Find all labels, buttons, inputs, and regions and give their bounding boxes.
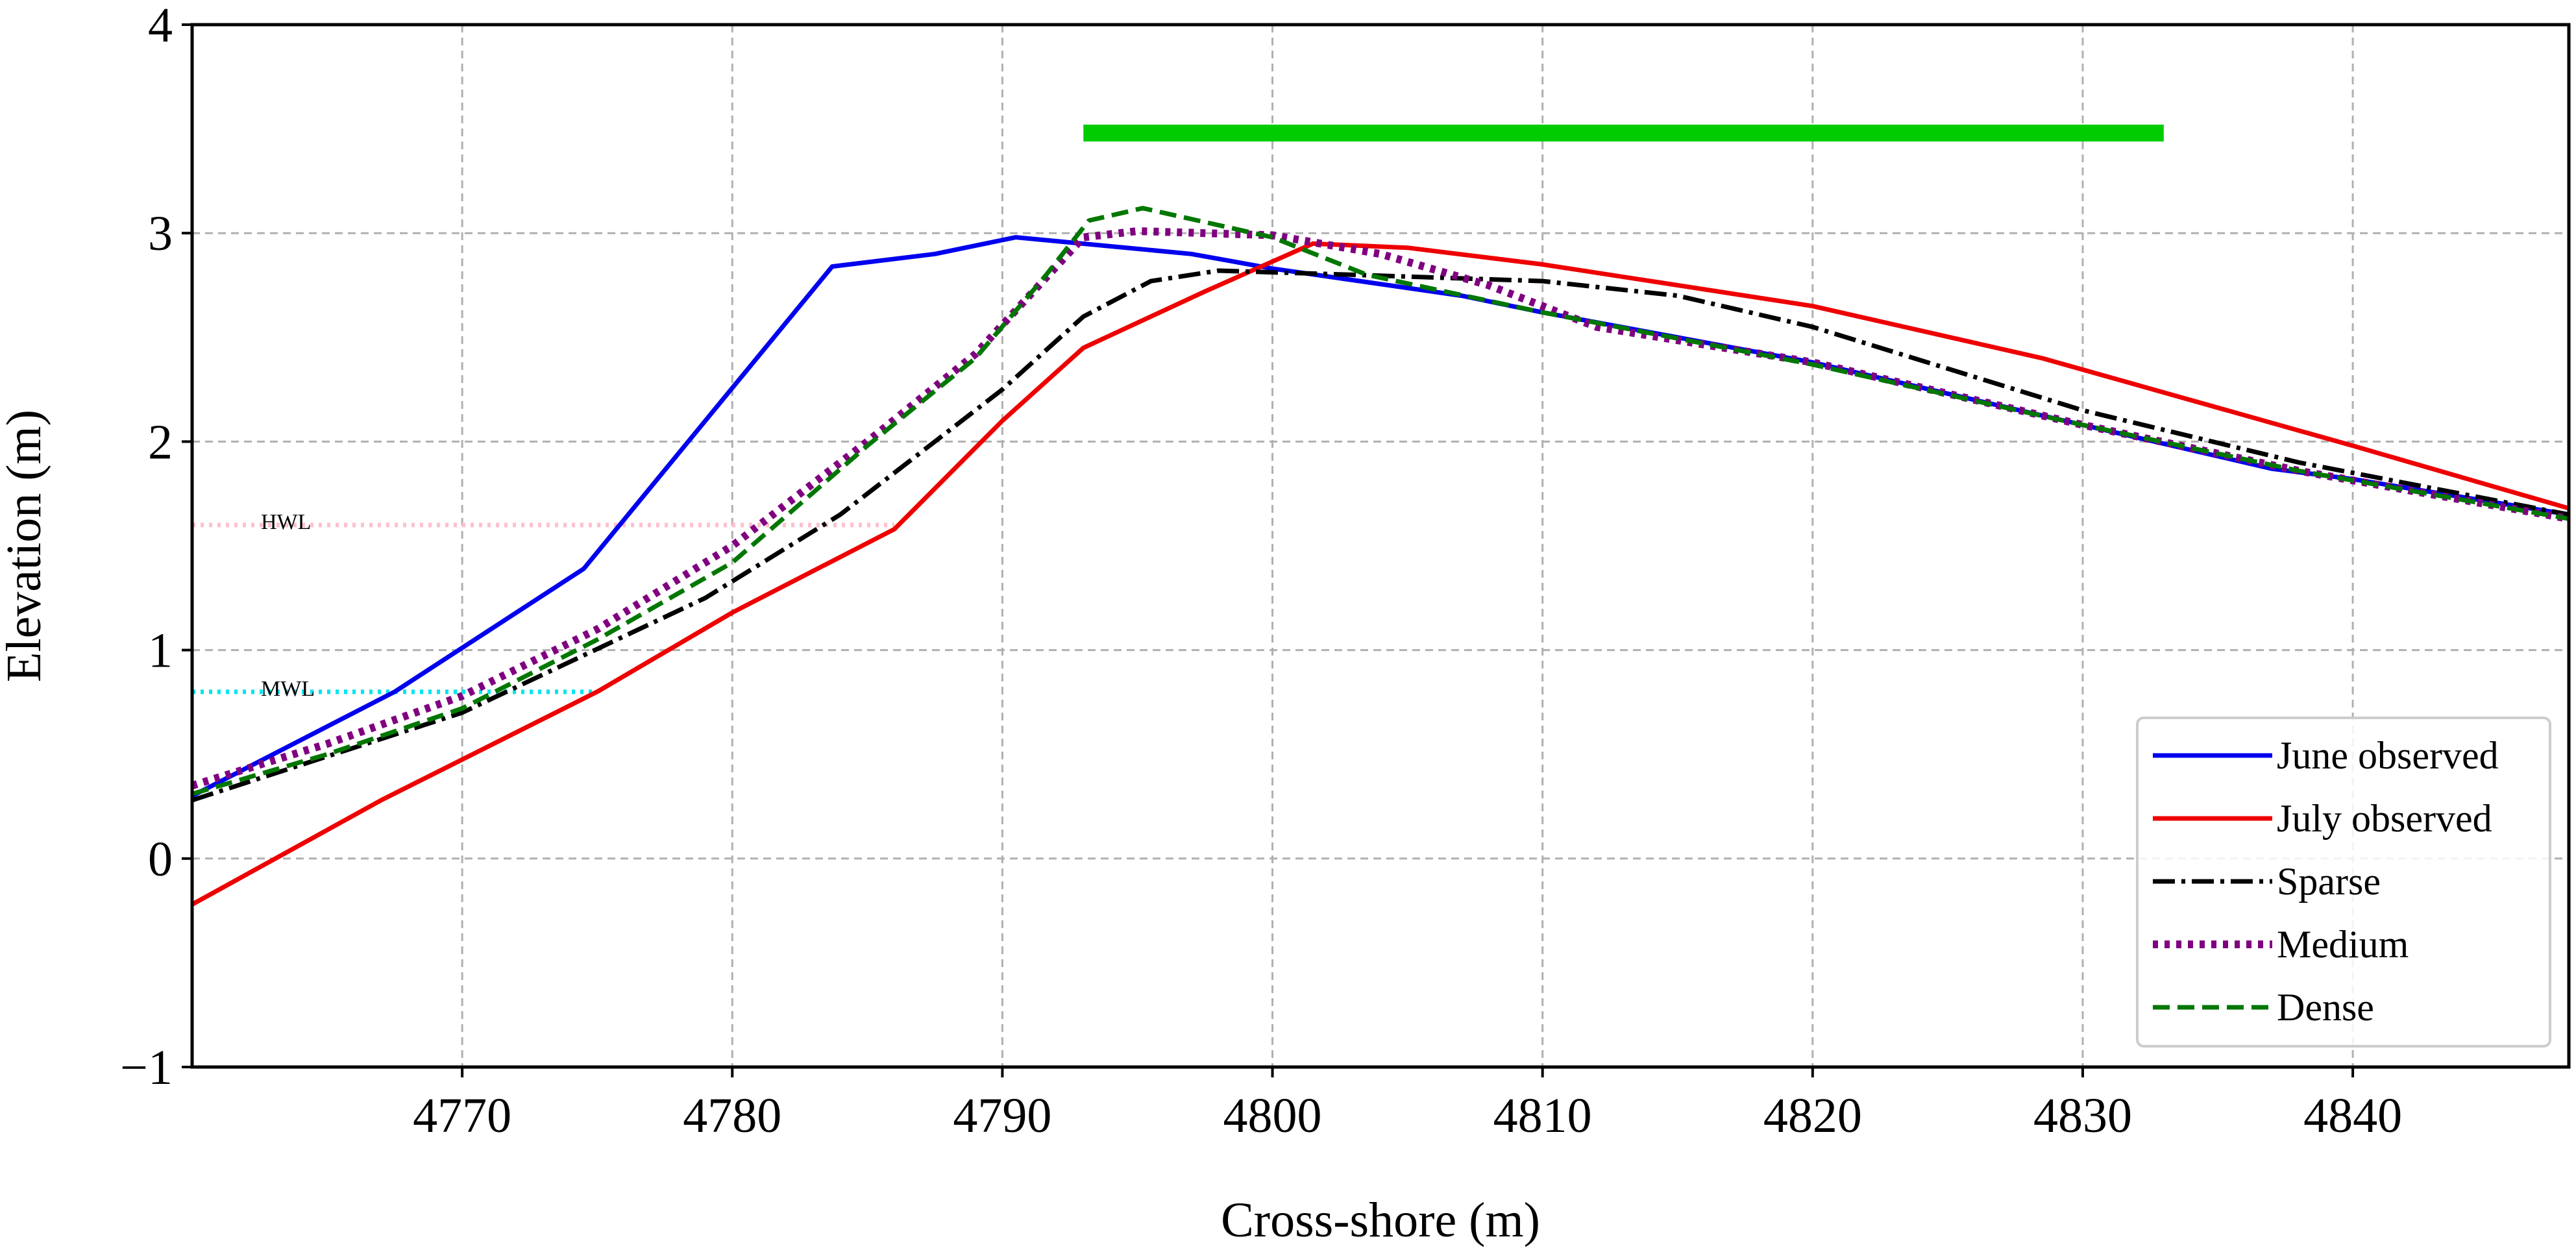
y-tick-label: 3	[148, 206, 173, 261]
x-axis-title: Cross-shore (m)	[1221, 1193, 1540, 1247]
y-tick-label: 0	[148, 832, 173, 887]
series-line-sparse	[191, 268, 2570, 803]
x-tick-label: 4820	[1763, 1088, 1862, 1143]
x-tick-label: 4800	[1223, 1088, 1322, 1143]
y-tick-label: 4	[148, 0, 173, 53]
y-tick-label: −1	[120, 1040, 173, 1095]
series-line-june-observed	[191, 235, 2570, 798]
y-axis-title: Elevation (m)	[0, 410, 51, 682]
legend-label: July observed	[2277, 797, 2492, 840]
plot-frame	[190, 23, 2571, 1069]
x-tick-label: 4780	[683, 1088, 781, 1143]
x-tick-label: 4790	[953, 1088, 1051, 1143]
x-tick-label: 4830	[2033, 1088, 2132, 1143]
reference-label-hwl: HWL	[261, 510, 311, 534]
series-group	[191, 206, 2570, 907]
axis-ticks	[182, 23, 2355, 1077]
y-tick-label: 1	[148, 624, 173, 678]
legend-label: June observed	[2277, 734, 2499, 777]
legend: June observed July observed Sparse Medium De…	[2136, 717, 2551, 1048]
series-line-dense	[191, 206, 2570, 796]
x-tick-label: 4840	[2303, 1088, 2402, 1143]
reference-label-mwl: MWL	[261, 677, 315, 701]
legend-label: Dense	[2277, 986, 2374, 1029]
y-tick-label: 2	[148, 415, 173, 469]
legend-box	[2136, 717, 2551, 1048]
series-line-july-observed	[191, 241, 2570, 907]
tick-labels: 4770 4780 4790 4800 4810 4820 4830 4840 −1 0 1 2 3 4	[120, 0, 2402, 1143]
x-tick-label: 4810	[1493, 1088, 1592, 1143]
legend-label: Sparse	[2277, 860, 2381, 903]
legend-label: Medium	[2277, 923, 2409, 966]
x-tick-label: 4770	[413, 1088, 511, 1143]
reference-lines: HWL MWL	[192, 510, 894, 701]
series-line-medium	[191, 227, 2570, 790]
